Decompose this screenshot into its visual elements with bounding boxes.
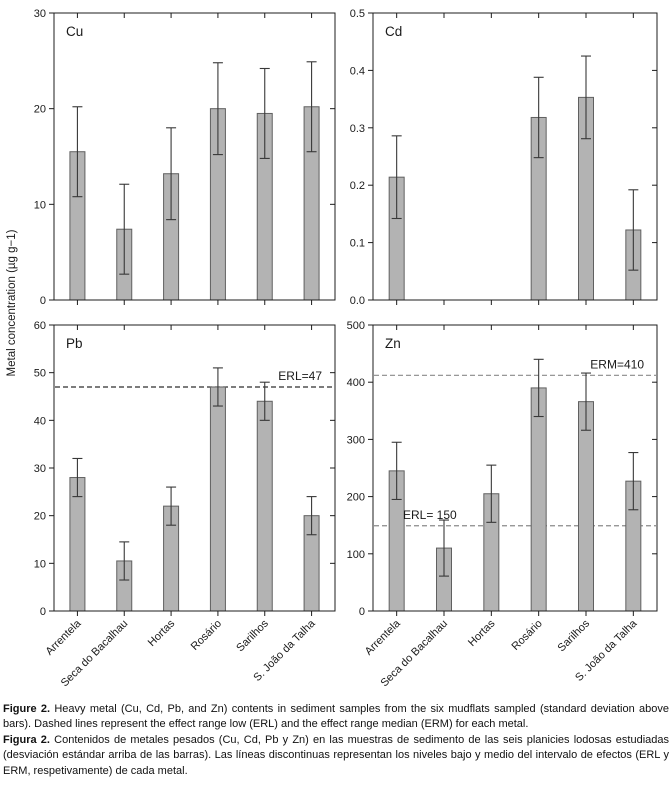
error-bar	[533, 358, 544, 418]
x-category-label: Sarilhos	[556, 617, 593, 654]
y-axis-label: Metal concentration (µg g−1)	[6, 229, 18, 376]
y-tick-label: 500	[347, 320, 365, 332]
y-tick-label: 0.5	[350, 8, 365, 20]
error-bar	[486, 464, 497, 523]
x-category-label: Sarilhos	[234, 617, 271, 654]
figure-caption: Figure 2. Heavy metal (Cu, Cd, Pb, and Z…	[3, 702, 669, 779]
error-bar	[259, 67, 270, 159]
y-tick-label: 0.0	[350, 295, 365, 307]
y-tick-label: 30	[34, 463, 46, 475]
y-tick-label: 400	[347, 377, 365, 389]
bar-sarilhos	[578, 401, 594, 612]
y-tick-label: 10	[34, 558, 46, 570]
y-tick-label: 60	[34, 320, 46, 332]
bar-sarilhos	[256, 400, 273, 612]
error-bar	[581, 372, 591, 431]
y-tick-label: 200	[347, 492, 365, 504]
metal-concentration-charts: Metal concentration (µg g−1) 0 10 20 30 Cu 0.0…	[6, 8, 658, 689]
error-bar	[72, 106, 83, 198]
caption-spanish: Figura 2. Contenidos de metales pesados …	[3, 733, 669, 779]
error-bar	[212, 367, 223, 407]
bar-arrentela	[69, 477, 86, 612]
chart-title: Pb	[66, 336, 83, 351]
x-category-label: Hortas	[146, 617, 178, 649]
error-bar	[72, 457, 83, 498]
error-bar	[533, 76, 544, 159]
x-category-label: Arrentela	[363, 617, 404, 658]
error-bar	[391, 135, 402, 220]
chart-title: Cu	[66, 24, 83, 39]
x-category-label: Hortas	[466, 617, 498, 649]
error-bar	[439, 519, 449, 577]
y-tick-label: 10	[34, 199, 46, 211]
threshold-label: ERL=47	[278, 369, 322, 383]
chart-cd: 0.0 0.1 0.2 0.3 0.4 0.5 Cd	[350, 8, 658, 307]
axis-frame	[53, 324, 336, 612]
y-tick-label: 0	[40, 295, 46, 307]
x-category-label: Rosário	[509, 618, 544, 653]
chart-cu: 0 10 20 30 Cu	[34, 8, 336, 307]
caption-spanish-text: Contenidos de metales pesados (Cu, Cd, P…	[3, 733, 669, 777]
error-bar	[212, 62, 223, 156]
x-category-label: Rosário	[189, 618, 224, 653]
x-category-label: Arrentela	[43, 617, 84, 658]
y-tick-label: 50	[34, 368, 46, 380]
error-bar	[628, 189, 639, 271]
y-tick-label: 20	[34, 104, 46, 116]
chart-title: Zn	[385, 336, 401, 351]
caption-english-label: Figure 2.	[3, 703, 51, 715]
error-bar	[119, 541, 130, 581]
y-tick-label: 0.3	[350, 123, 365, 135]
caption-english-text: Heavy metal (Cu, Cd, Pb, and Zn) content…	[3, 703, 669, 731]
axis-frame	[53, 12, 336, 301]
bar-ros-rio	[530, 387, 547, 612]
error-bar	[119, 183, 130, 275]
error-bar	[306, 496, 317, 536]
error-bar	[581, 55, 591, 140]
error-bar	[391, 441, 402, 501]
y-tick-label: 0.4	[350, 65, 365, 77]
error-bar	[166, 486, 177, 526]
error-bar	[166, 127, 177, 221]
y-tick-label: 0.1	[350, 238, 365, 250]
threshold-label: ERM=410	[590, 357, 644, 371]
threshold-label: ERL= 150	[403, 508, 457, 522]
y-tick-label: 0	[359, 606, 365, 618]
error-bar	[306, 61, 317, 153]
y-tick-label: 100	[347, 549, 365, 561]
y-tick-label: 30	[34, 8, 46, 20]
bar-ros-rio	[209, 386, 226, 612]
chart-title: Cd	[385, 24, 402, 39]
caption-english: Figure 2. Heavy metal (Cu, Cd, Pb, and Z…	[3, 702, 669, 733]
error-bar	[628, 452, 639, 511]
y-tick-label: 0.2	[350, 180, 365, 192]
axis-frame	[372, 324, 658, 612]
axis-frame	[372, 12, 658, 301]
y-tick-label: 20	[34, 511, 46, 523]
caption-spanish-label: Figura 2.	[3, 733, 50, 746]
y-tick-label: 0	[40, 606, 46, 618]
y-tick-label: 40	[34, 415, 46, 427]
y-tick-label: 300	[347, 434, 365, 446]
error-bar	[259, 381, 270, 421]
